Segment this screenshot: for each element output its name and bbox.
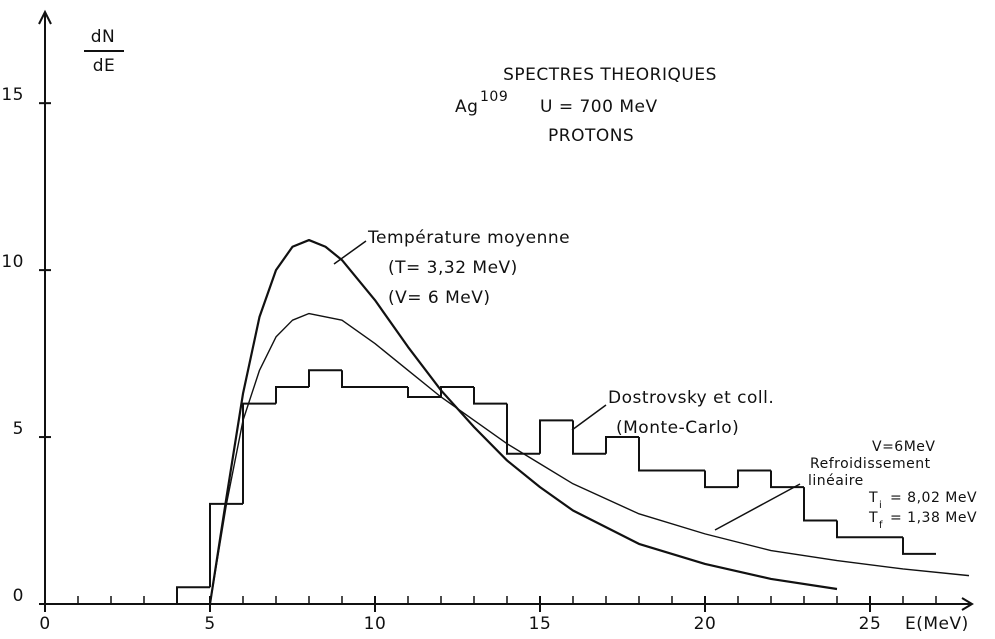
histogram-step (242, 402, 276, 504)
annotation: T (868, 510, 878, 526)
annotation: linéaire (808, 473, 864, 489)
annotation: Refroidissement (810, 456, 931, 472)
annotation: f (879, 520, 883, 531)
annotation: (T= 3,32 MeV) (388, 258, 518, 278)
chart-title: SPECTRES THEORIQUES (503, 65, 717, 85)
histogram-step (209, 502, 243, 588)
histogram-step (902, 537, 936, 555)
pointer (333, 240, 367, 265)
target-mass: 109 (480, 89, 508, 105)
histogram-step (836, 520, 870, 539)
x-axis-label: E(MeV) (905, 614, 969, 634)
y-label-numerator: dN (91, 27, 116, 47)
histogram-step (770, 470, 804, 489)
annotation: Dostrovsky et coll. (608, 388, 774, 408)
y-label-denominator: dE (93, 56, 116, 76)
x-tick-label: 10 (364, 614, 387, 634)
particles: PROTONS (548, 126, 634, 146)
annotation: T (868, 490, 878, 506)
annotation: (Monte-Carlo) (616, 418, 739, 438)
x-tick-label: 15 (529, 614, 552, 634)
curve (209, 312, 970, 605)
target: Ag (455, 97, 478, 117)
histogram-step (506, 403, 540, 455)
histogram-step (737, 469, 771, 488)
x-tick-label: 0 (39, 614, 50, 634)
y-tick-label: 10 (1, 252, 24, 272)
histogram-step (341, 370, 375, 388)
annotation: i (879, 500, 882, 511)
pointer (714, 483, 801, 531)
annotation: (V= 6 MeV) (388, 288, 491, 308)
histogram-step (308, 369, 342, 387)
histogram-step (605, 436, 639, 454)
x-tick-label: 20 (694, 614, 717, 634)
histogram-step (473, 386, 507, 405)
x-tick-label: 25 (859, 614, 882, 634)
x-tick-label: 5 (204, 614, 215, 634)
y-tick-label: 5 (13, 419, 24, 439)
curve (208, 238, 838, 605)
annotation: = 8,02 MeV (890, 490, 977, 506)
histogram-step (803, 487, 837, 522)
histogram-step (704, 470, 738, 489)
histogram-step (176, 586, 210, 604)
axes (38, 9, 974, 611)
histogram-step (539, 419, 573, 454)
y-tick-label: 0 (13, 586, 24, 606)
pointer (571, 404, 607, 431)
annotation: Température moyenne (367, 228, 570, 248)
histogram-step (440, 385, 474, 397)
annotation: V=6MeV (872, 439, 935, 455)
histogram-step (275, 385, 309, 404)
histogram-step (638, 437, 672, 472)
energy: U = 700 MeV (540, 97, 658, 117)
histogram-step (407, 386, 441, 398)
histogram-step (572, 420, 606, 455)
y-tick-label: 15 (1, 85, 24, 105)
annotation: = 1,38 MeV (890, 510, 977, 526)
